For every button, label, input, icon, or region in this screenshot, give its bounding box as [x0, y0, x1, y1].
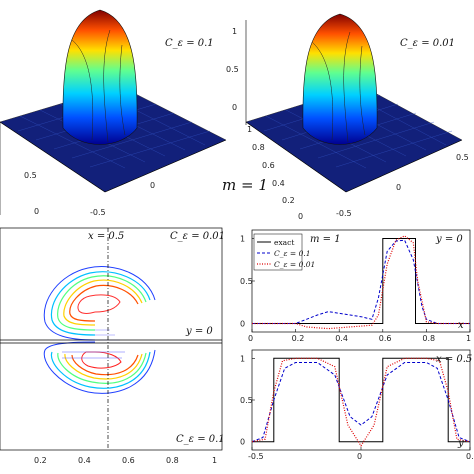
surface-ridges — [311, 31, 366, 143]
chart-title: y = 0 — [435, 234, 463, 245]
surface-ridges — [71, 29, 126, 143]
y-tick-label: 0 — [240, 438, 245, 447]
z-tick: 0.5 — [226, 65, 239, 74]
surface-bump — [62, 9, 138, 145]
z-tick: 0 — [232, 103, 237, 112]
y-tick: 0.8 — [252, 143, 265, 152]
contour-rings-bottom — [43, 341, 156, 394]
legend: exact C_ε = 0.1 C_ε = 0.01 — [253, 233, 315, 271]
x-tick: 1 — [212, 456, 217, 465]
x-tick: 0.5 — [456, 153, 469, 162]
series-line — [251, 362, 471, 443]
y-tick: 0.2 — [282, 196, 295, 205]
x-tick: 0.6 — [122, 456, 135, 465]
x-tick: 0.4 — [78, 456, 91, 465]
x-tick-label: 0.8 — [422, 334, 435, 343]
x-axis-label: x — [458, 320, 464, 331]
x-tick: 0 — [150, 181, 155, 190]
contour-panel: x = 0.5 C_ε = 0.01 y = 0 C_ε = 0.1 0.2 0… — [0, 227, 225, 465]
legend-c01: C_ε = 0.1 — [274, 249, 311, 258]
surface-bump — [302, 13, 378, 145]
legend-exact: exact — [274, 238, 294, 247]
m-label: m = 1 — [222, 176, 268, 194]
x-tick: 0.2 — [34, 456, 47, 465]
line-chart-x05: -0.500.500.51x = 0.5y — [240, 349, 474, 461]
x-tick-label: 0.5 — [466, 452, 474, 461]
series-line — [251, 357, 471, 447]
surface-plot-left: C_ε = 0.1 0.5 0 -0.5 0 — [0, 9, 227, 217]
x-tick-label: 0 — [357, 452, 362, 461]
x-tick: 0 — [396, 183, 401, 192]
x-tick-label: 0.2 — [292, 334, 305, 343]
contour-rings-top — [43, 266, 156, 341]
y-tick: 0.4 — [272, 179, 285, 188]
plot-area — [251, 349, 471, 451]
x-tick-label: -0.5 — [248, 452, 264, 461]
surface-left-label: C_ε = 0.1 — [165, 38, 214, 49]
chart-annotation: m = 1 — [310, 234, 341, 245]
x-axis-label: y — [457, 438, 464, 449]
series-line — [252, 239, 470, 324]
contour-top-label: x = 0.5 — [88, 231, 124, 242]
contour-top-right-label: C_ε = 0.01 — [170, 231, 225, 242]
y-tick-label: 0 — [240, 320, 245, 329]
y-tick-label: 0.5 — [240, 396, 253, 405]
x-tick: -0.5 — [336, 209, 352, 218]
x-tick-label: 0.6 — [379, 334, 392, 343]
x-tick: -0.5 — [90, 208, 106, 217]
y-tick: 0 — [34, 207, 39, 216]
x-tick-label: 0 — [248, 334, 253, 343]
legend-c001: C_ε = 0.01 — [274, 260, 315, 269]
z-tick: 1 — [232, 27, 237, 36]
surface-right-label: C_ε = 0.01 — [400, 38, 455, 49]
contour-bottom-label: C_ε = 0.1 — [176, 434, 225, 445]
y-tick-label: 1 — [240, 235, 245, 244]
x-tick-label: 1 — [466, 334, 471, 343]
y-tick: 1 — [247, 125, 252, 134]
y-tick: 0 — [298, 212, 303, 221]
y-tick-label: 0.5 — [240, 277, 253, 286]
y-tick: 0.6 — [262, 161, 275, 170]
contour-mid-label: y = 0 — [185, 326, 213, 337]
x-tick-label: 0.4 — [335, 334, 348, 343]
y-tick-label: 1 — [240, 354, 245, 363]
surface-plot-right: 1 0.5 0 C_ε = 0.01 1 0.8 0.6 0.4 0.2 0 -… — [226, 13, 469, 221]
x-tick: 0.8 — [166, 456, 179, 465]
chart-title: x = 0.5 — [436, 354, 472, 365]
y-tick: 0.5 — [24, 171, 37, 180]
